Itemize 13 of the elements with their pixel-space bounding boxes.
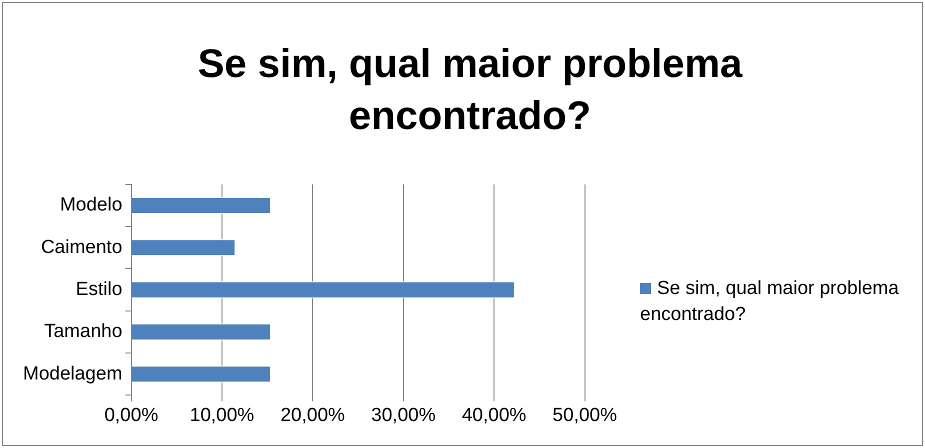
y-tick-label: Tamanho (44, 321, 122, 342)
x-tick-label: 40,00% (462, 404, 526, 426)
x-tick-label: 50,00% (552, 404, 618, 426)
x-tick-label: 10,00% (190, 404, 254, 426)
y-tick-label: Modelo (60, 194, 122, 216)
y-tick-label: Estilo (76, 279, 122, 300)
legend-label: Se sim, qual maior problema encontrado? (640, 278, 899, 325)
x-tick-label: 30,00% (371, 404, 436, 426)
y-tick-label: Modelagem (22, 363, 122, 384)
x-tick-label: 20,00% (280, 404, 345, 426)
x-tick-label: 0,00% (104, 404, 158, 426)
chart-title: Se sim, qual maior problema encontrado? (196, 41, 744, 140)
y-tick-label: Caimento (40, 236, 122, 258)
